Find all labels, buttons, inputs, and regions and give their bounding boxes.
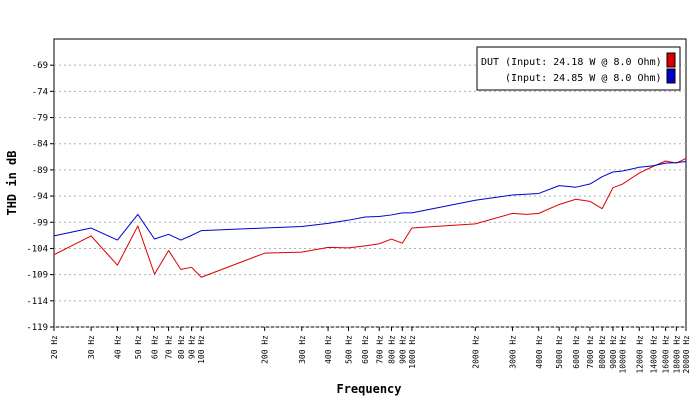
x-tick-label: 5000 Hz xyxy=(555,335,564,369)
x-tick-label: 6000 Hz xyxy=(572,335,581,369)
x-tick-label: 30 Hz xyxy=(87,335,96,359)
y-tick-label: -104 xyxy=(26,244,48,254)
y-axis-ticks: -69 -74 -79 -84 -89 -94 -99 -104 -109 -114 -119 xyxy=(26,61,54,333)
y-tick-label: -109 xyxy=(26,271,48,281)
x-tick-label: 900 Hz xyxy=(398,335,407,364)
x-tick-label: 16000 Hz xyxy=(662,335,671,374)
y-tick-label: -94 xyxy=(32,192,48,202)
legend-swatch-reference xyxy=(666,68,676,84)
series-line-dut xyxy=(53,157,687,278)
y-tick-label: -69 xyxy=(32,61,48,71)
x-tick-label: 2000 Hz xyxy=(471,335,480,369)
x-tick-label: 40 Hz xyxy=(113,335,122,359)
x-tick-label: 18000 Hz xyxy=(672,335,681,374)
x-tick-label: 7000 Hz xyxy=(586,335,595,369)
x-tick-label: 400 Hz xyxy=(324,335,333,364)
x-tick-label: 8000 Hz xyxy=(598,335,607,369)
x-tick-label: 800 Hz xyxy=(388,335,397,364)
y-tick-label: -74 xyxy=(32,87,48,97)
y-tick-label: -89 xyxy=(32,166,48,176)
x-tick-label: 70 Hz xyxy=(165,335,174,359)
y-tick-label: -99 xyxy=(32,218,48,228)
x-tick-label: 500 Hz xyxy=(344,335,353,364)
legend-label-dut: DUT (Input: 24.18 W @ 8.0 Ohm) xyxy=(481,57,662,68)
legend: DUT (Input: 24.18 W @ 8.0 Ohm) (Input: 2… xyxy=(476,46,681,91)
x-tick-label: 20 Hz xyxy=(50,335,59,359)
legend-swatch-dut xyxy=(666,52,676,68)
legend-label-reference: (Input: 24.85 W @ 8.0 Ohm) xyxy=(505,73,662,84)
y-tick-label: -79 xyxy=(32,114,48,124)
x-tick-label: 50 Hz xyxy=(134,335,143,359)
y-tick-label: -84 xyxy=(32,140,48,150)
x-axis-title: Frequency xyxy=(336,382,401,396)
x-tick-label: 9000 Hz xyxy=(609,335,618,369)
x-tick-label: 80 Hz xyxy=(177,335,186,359)
x-tick-label: 60 Hz xyxy=(151,335,160,359)
x-tick-label: 200 Hz xyxy=(261,335,270,364)
x-tick-label: 1000 Hz xyxy=(408,335,417,369)
y-tick-label: -119 xyxy=(26,323,48,333)
x-tick-label: 90 Hz xyxy=(188,335,197,359)
series-lines xyxy=(53,157,687,278)
x-axis-ticks: 20 Hz 30 Hz 40 Hz 50 Hz 60 Hz 70 Hz 80 Hz 90 Hz… xyxy=(50,327,691,374)
x-tick-label: 600 Hz xyxy=(361,335,370,364)
y-axis-title: THD in dB xyxy=(5,150,19,215)
x-tick-label: 3000 Hz xyxy=(508,335,517,369)
x-tick-label: 14000 Hz xyxy=(649,335,658,374)
series-line-reference xyxy=(53,161,687,241)
x-tick-label: 100 Hz xyxy=(197,335,206,364)
legend-box xyxy=(476,46,681,91)
y-tick-label: -114 xyxy=(26,297,48,307)
x-tick-label: 20000 Hz xyxy=(682,335,691,374)
x-tick-label: 4000 Hz xyxy=(535,335,544,369)
x-tick-label: 300 Hz xyxy=(298,335,307,364)
x-tick-label: 12000 Hz xyxy=(635,335,644,374)
x-tick-label: 700 Hz xyxy=(375,335,384,364)
x-tick-label: 10000 Hz xyxy=(619,335,628,374)
